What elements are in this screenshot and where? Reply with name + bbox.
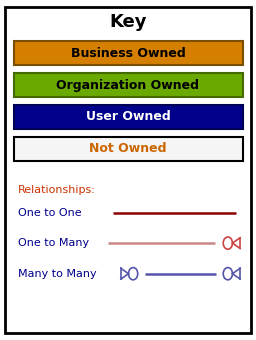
Text: Not Owned: Not Owned [89, 142, 167, 155]
Bar [14, 73, 243, 97]
Text: One to Many: One to Many [18, 238, 89, 248]
Text: User Owned: User Owned [86, 110, 170, 123]
Bar [14, 137, 243, 161]
Text: Organization Owned: Organization Owned [57, 79, 199, 91]
Text: One to One: One to One [18, 207, 82, 218]
Text: Relationships:: Relationships: [18, 185, 96, 195]
Text: Key: Key [109, 13, 147, 31]
Bar [14, 41, 243, 65]
Text: Business Owned: Business Owned [71, 47, 185, 60]
Text: Many to Many: Many to Many [18, 269, 97, 279]
Bar [14, 105, 243, 129]
